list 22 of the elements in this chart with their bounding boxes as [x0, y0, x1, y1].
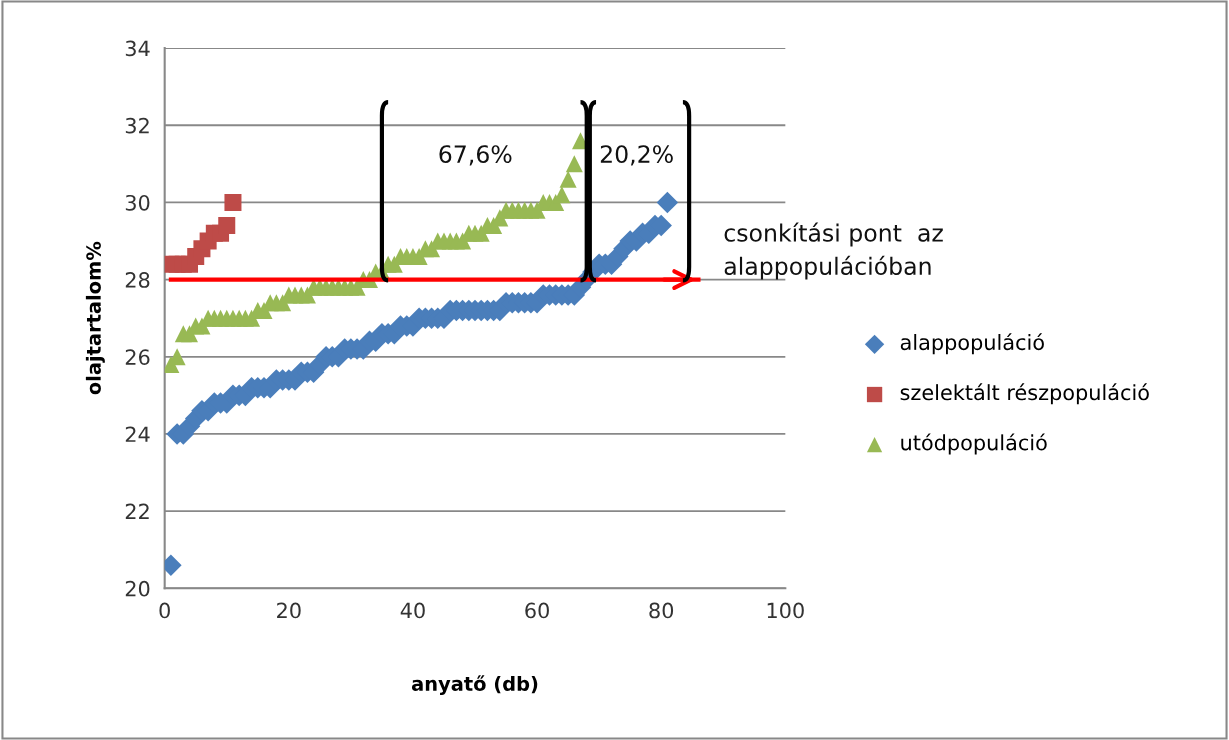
- y-tick-label: 26: [125, 349, 150, 365]
- y-tick-label: 20: [125, 580, 150, 597]
- annotation: 67,6%: [439, 145, 512, 166]
- ref-line-label: csonkítási pont az alappopulációban: [724, 222, 943, 280]
- x-tick-label: 60: [525, 602, 549, 619]
- x-tick-label: 100: [767, 602, 804, 619]
- x-tick-label: 0: [159, 602, 170, 619]
- legend-label: alappopuláció: [900, 333, 1044, 355]
- y-tick-label: 24: [125, 426, 150, 442]
- y-tick-label: 32: [125, 117, 149, 134]
- x-tick-label: 20: [277, 602, 301, 619]
- x-tick-label: 80: [649, 602, 674, 619]
- y-tick-label: 22: [125, 503, 149, 520]
- x-axis-title: anyatő (db): [411, 675, 538, 695]
- y-axis-title: olajtartalom%: [85, 241, 105, 395]
- y-tick-label: 30: [125, 194, 150, 211]
- y-tick-label: 34: [125, 40, 150, 57]
- x-tick-label: 40: [400, 602, 425, 619]
- y-tick-label: 28: [125, 272, 150, 288]
- legend-label: utódpopuláció: [901, 433, 1047, 455]
- annotation: 20,2%: [600, 145, 673, 166]
- legend-label: szelektált részpopuláció: [900, 383, 1149, 405]
